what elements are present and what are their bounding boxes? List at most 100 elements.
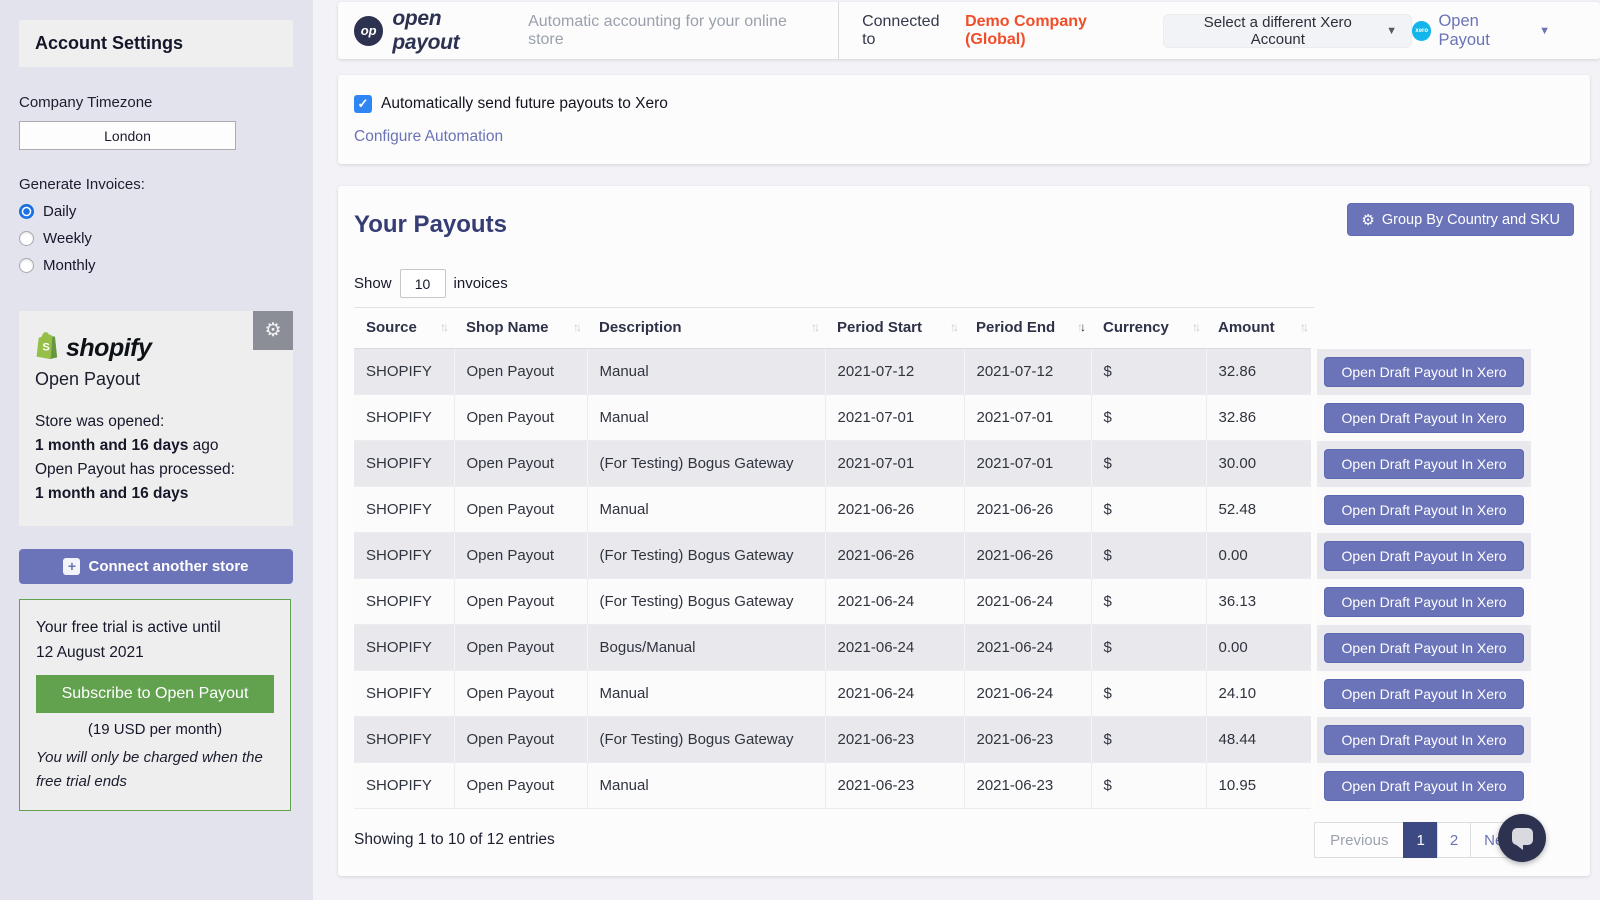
open-draft-payout-button[interactable]: Open Draft Payout In Xero [1324,402,1524,433]
radio-option-weekly[interactable]: Weekly [19,230,293,247]
open-draft-payout-button[interactable]: Open Draft Payout In Xero [1324,586,1524,617]
pagination-previous[interactable]: Previous [1314,822,1405,858]
cell-shop-name: Open Payout [454,716,588,763]
open-draft-payout-button[interactable]: Open Draft Payout In Xero [1324,448,1524,479]
open-draft-payout-button[interactable]: Open Draft Payout In Xero [1324,540,1524,571]
cell-currency: $ [1091,716,1207,763]
cell-actions: Open Draft Payout In Xero [1311,486,1531,533]
radio-option-monthly[interactable]: Monthly [19,257,293,274]
cell-actions: Open Draft Payout In Xero [1311,578,1531,625]
trial-note: You will only be charged when the free t… [36,749,263,790]
cell-shop-name: Open Payout [454,532,588,579]
cell-period-start: 2021-07-01 [825,394,965,441]
cell-description: Manual [587,486,826,533]
entries-info: Showing 1 to 10 of 12 entries [354,831,555,848]
configure-automation-link[interactable]: Configure Automation [354,128,504,145]
cell-shop-name: Open Payout [454,486,588,533]
cell-description: Manual [587,394,826,441]
table-row: SHOPIFY Open Payout Manual 2021-07-01 2021-0… [354,394,1531,441]
cell-period-start: 2021-06-24 [825,670,965,717]
column-header-period-start[interactable]: Period Start ↑↓ [825,307,964,349]
shopify-wordmark: shopify [66,334,152,362]
payouts-title: Your Payouts [354,211,507,238]
cell-description: Bogus/Manual [587,624,826,671]
sort-icon: ↑↓ [440,320,449,334]
timezone-select[interactable]: London [19,121,236,150]
table-row: SHOPIFY Open Payout (For Testing) Bogus Ga… [354,532,1531,579]
radio-icon[interactable] [19,231,34,246]
open-payout-logo-icon: op [354,15,384,46]
column-header-shop-name[interactable]: Shop Name ↑↓ [454,307,587,349]
column-header-description[interactable]: Description ↑↓ [587,307,825,349]
cell-currency: $ [1091,440,1207,487]
cell-amount: 0.00 [1206,624,1315,671]
pagination-page-1[interactable]: 1 [1403,822,1438,858]
trial-text-line1: Your free trial is active until [36,619,221,636]
show-suffix-label: invoices [453,275,508,292]
chat-widget-button[interactable] [1498,814,1546,862]
cell-source: SHOPIFY [354,394,455,441]
radio-icon[interactable] [19,204,34,219]
store-processed-value: 1 month and 16 days [35,485,189,502]
cell-period-start: 2021-06-23 [825,762,965,809]
table-row: SHOPIFY Open Payout Manual 2021-06-24 2021-0… [354,670,1531,717]
automation-card: ✓ Automatically send future payouts to X… [338,75,1590,164]
column-header-currency[interactable]: Currency ↑↓ [1091,307,1206,349]
store-processed-label: Open Payout has processed: [35,461,235,478]
cell-amount: 36.13 [1206,578,1315,625]
column-header-source[interactable]: Source ↑↓ [354,307,454,349]
column-header-amount[interactable]: Amount ↑↓ [1206,307,1314,349]
cell-source: SHOPIFY [354,348,455,395]
show-label: Show [354,275,392,292]
store-settings-button[interactable]: ⚙ [253,311,293,350]
chevron-down-icon: ▼ [1386,24,1397,37]
show-entries-input[interactable] [399,269,446,298]
select-xero-account-button[interactable]: Select a different Xero Account ▼ [1162,13,1412,48]
cell-actions: Open Draft Payout In Xero [1311,624,1531,671]
cell-shop-name: Open Payout [454,348,588,395]
cell-amount: 32.86 [1206,394,1315,441]
cell-actions: Open Draft Payout In Xero [1311,762,1531,809]
cell-period-start: 2021-07-01 [825,440,965,487]
open-draft-payout-button[interactable]: Open Draft Payout In Xero [1324,724,1524,755]
cell-description: Manual [587,762,826,809]
cell-amount: 24.10 [1206,670,1315,717]
store-name: Open Payout [35,369,141,389]
radio-option-daily[interactable]: Daily [19,203,293,220]
column-header-period-end[interactable]: Period End ↑↓ [964,307,1091,349]
open-draft-payout-button[interactable]: Open Draft Payout In Xero [1324,494,1524,525]
subscribe-button[interactable]: Subscribe to Open Payout [36,675,274,713]
cell-description: (For Testing) Bogus Gateway [587,578,826,625]
cell-source: SHOPIFY [354,578,455,625]
sort-icon: ↑↓ [811,320,820,334]
cell-period-end: 2021-07-01 [964,394,1092,441]
cell-amount: 52.48 [1206,486,1315,533]
radio-icon[interactable] [19,258,34,273]
cell-description: (For Testing) Bogus Gateway [587,716,826,763]
cell-period-start: 2021-06-24 [825,624,965,671]
cell-currency: $ [1091,762,1207,809]
cell-source: SHOPIFY [354,486,455,533]
cell-period-start: 2021-06-26 [825,532,965,579]
cell-period-end: 2021-06-24 [964,624,1092,671]
open-draft-payout-button[interactable]: Open Draft Payout In Xero [1324,356,1524,387]
group-by-button[interactable]: ⚙ Group By Country and SKU [1347,203,1574,236]
connected-to-label: Connected to [862,12,940,48]
cell-description: Manual [587,670,826,717]
open-draft-payout-button[interactable]: Open Draft Payout In Xero [1324,678,1524,709]
trial-text-line2: 12 August 2021 [36,644,144,661]
cell-amount: 0.00 [1206,532,1315,579]
connect-another-store-button[interactable]: + Connect another store [19,549,293,584]
payouts-card: Your Payouts ⚙ Group By Country and SKU … [338,186,1590,876]
account-menu[interactable]: xero Open Payout ▼ [1412,12,1550,50]
open-draft-payout-button[interactable]: Open Draft Payout In Xero [1324,770,1524,801]
cell-description: (For Testing) Bogus Gateway [587,532,826,579]
cell-description: Manual [587,348,826,395]
cell-actions: Open Draft Payout In Xero [1311,394,1531,441]
open-draft-payout-button[interactable]: Open Draft Payout In Xero [1324,632,1524,663]
cell-amount: 10.95 [1206,762,1315,809]
cell-shop-name: Open Payout [454,670,588,717]
pagination-page-2[interactable]: 2 [1436,822,1472,858]
cell-actions: Open Draft Payout In Xero [1311,532,1531,579]
auto-send-checkbox[interactable]: ✓ [354,95,372,113]
